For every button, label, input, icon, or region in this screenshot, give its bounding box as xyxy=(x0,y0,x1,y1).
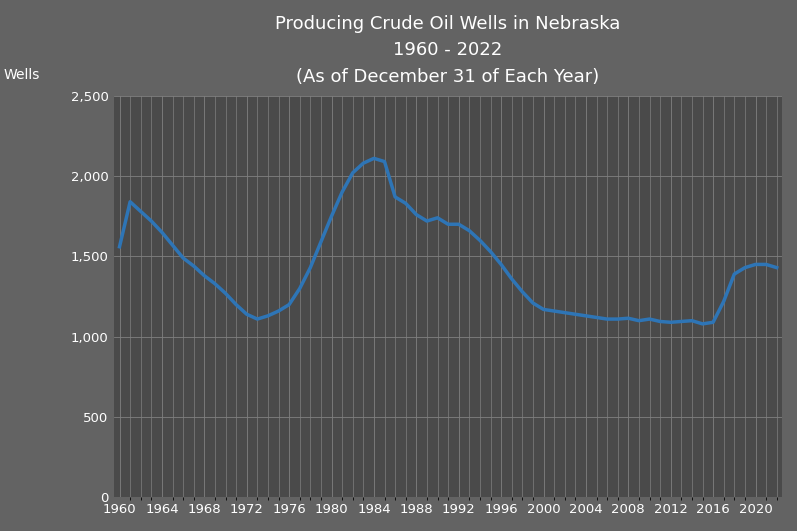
Text: Wells: Wells xyxy=(4,68,41,82)
Title: Producing Crude Oil Wells in Nebraska
1960 - 2022
(As of December 31 of Each Yea: Producing Crude Oil Wells in Nebraska 19… xyxy=(276,15,621,86)
